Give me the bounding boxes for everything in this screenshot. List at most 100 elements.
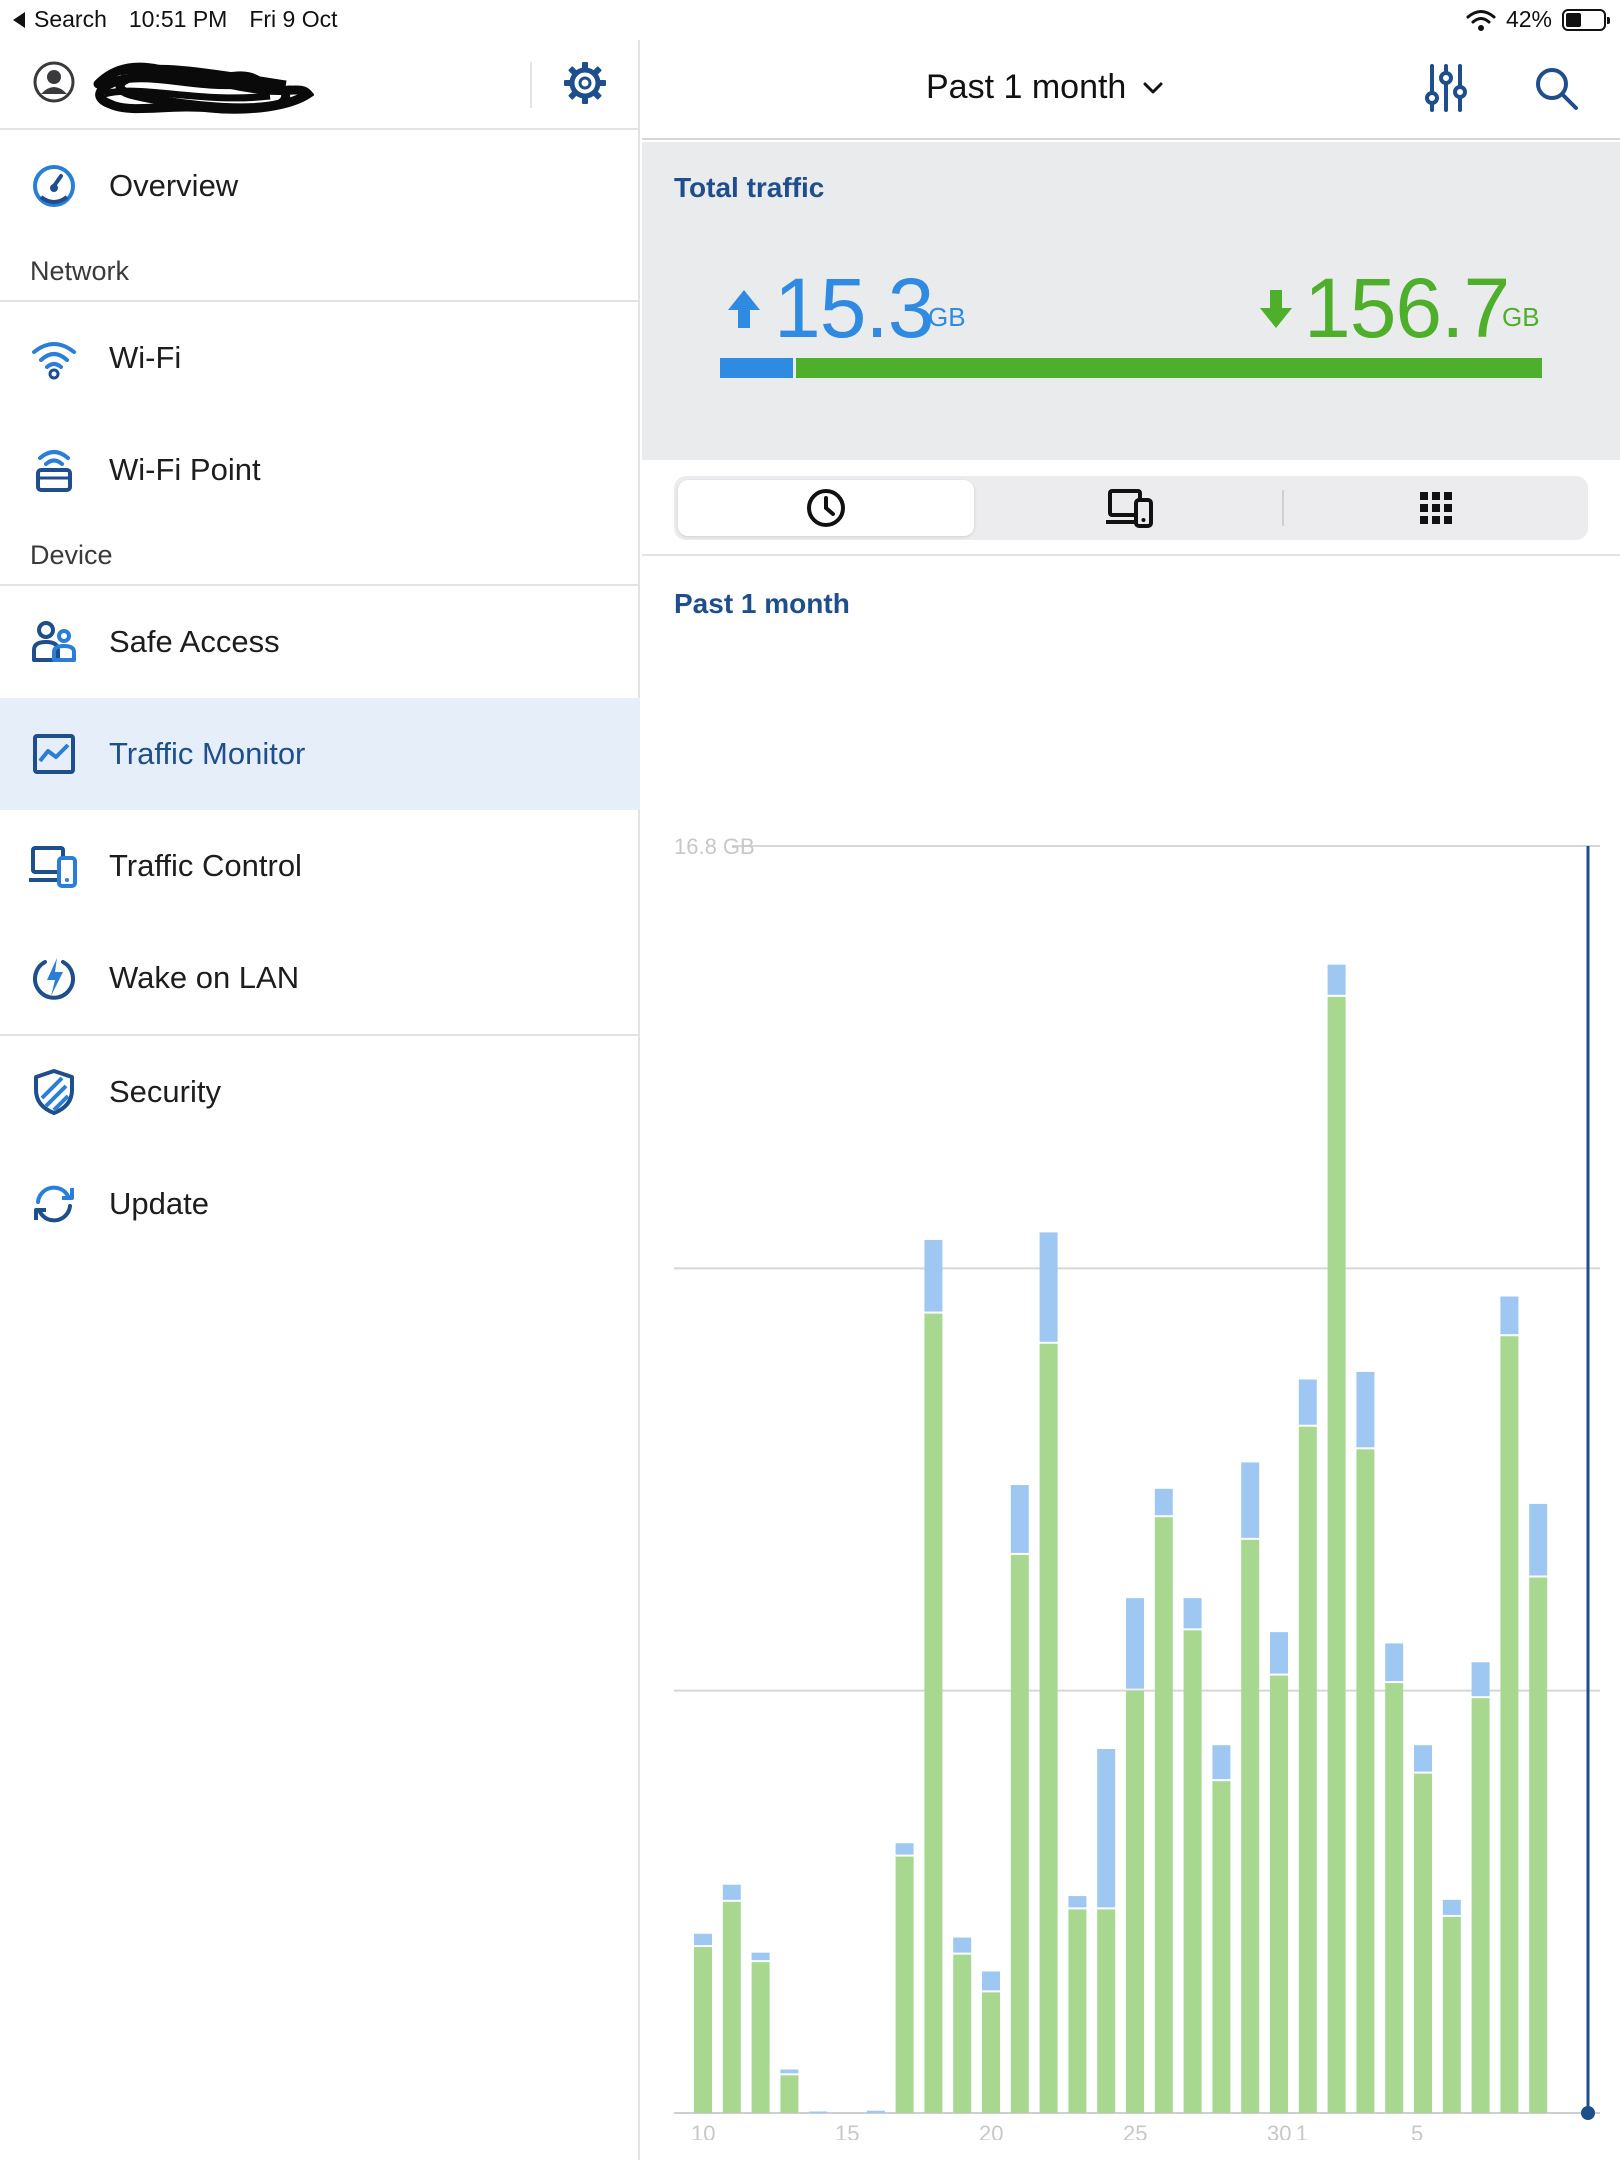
sidebar-item-wake-on-lan[interactable]: Wake on LAN bbox=[0, 922, 640, 1034]
download-unit: GB bbox=[1502, 302, 1540, 332]
back-label: Search bbox=[34, 6, 107, 32]
sidebar-item-safe-access[interactable]: Safe Access bbox=[0, 586, 640, 698]
sidebar-item-overview[interactable]: Overview bbox=[0, 130, 640, 242]
upload-bar bbox=[953, 1937, 972, 1953]
download-bar bbox=[722, 1901, 741, 2113]
y-axis-max-label: 16.8 GB bbox=[674, 834, 755, 859]
sidebar-item-wifi-point[interactable]: Wi-Fi Point bbox=[0, 414, 640, 526]
header-divider bbox=[530, 62, 532, 108]
total-traffic-card: Total traffic 15.3 GB 156.7 GB bbox=[642, 142, 1620, 460]
upload-total-value: 15.3 bbox=[774, 261, 934, 355]
upload-bar bbox=[1126, 1598, 1144, 1689]
download-bar bbox=[1241, 1539, 1260, 2113]
sidebar-item-security[interactable]: Security bbox=[0, 1036, 640, 1148]
segment-time[interactable] bbox=[678, 480, 974, 536]
x-tick-label: 20 bbox=[979, 2121, 1003, 2140]
upload-bar bbox=[1442, 1899, 1461, 1915]
settings-gear-icon[interactable] bbox=[562, 60, 608, 106]
safe-access-icon bbox=[28, 616, 80, 668]
sidebar-item-label: Safe Access bbox=[109, 624, 280, 659]
section-label-device: Device bbox=[30, 540, 113, 570]
download-bar bbox=[895, 1856, 914, 2113]
upload-bar bbox=[1039, 1232, 1058, 1342]
upload-bar bbox=[1010, 1485, 1029, 1553]
download-bar bbox=[1126, 1690, 1144, 2113]
upload-bar bbox=[1414, 1745, 1432, 1772]
top-bar: Past 1 month bbox=[642, 40, 1620, 140]
upload-unit: GB bbox=[928, 302, 966, 332]
download-bar bbox=[1529, 1577, 1548, 2113]
x-tick-label: 25 bbox=[1123, 2121, 1147, 2140]
upload-bar bbox=[1385, 1643, 1404, 1682]
upload-bar bbox=[1327, 964, 1346, 995]
segment-apps[interactable] bbox=[1288, 480, 1584, 536]
chevron-down-icon bbox=[1143, 82, 1163, 93]
sidebar-item-update[interactable]: Update bbox=[0, 1148, 640, 1260]
upload-bar bbox=[1356, 1371, 1375, 1448]
download-bar bbox=[1212, 1781, 1231, 2113]
sidebar-item-label: Wi-Fi bbox=[109, 340, 182, 375]
download-bar bbox=[1097, 1909, 1116, 2113]
download-bar bbox=[1183, 1630, 1202, 2113]
upload-bar bbox=[1154, 1488, 1173, 1516]
back-to-search-link[interactable]: Search bbox=[12, 6, 107, 33]
clock-icon bbox=[807, 489, 845, 527]
sidebar-header bbox=[0, 40, 638, 130]
account-avatar-icon[interactable] bbox=[32, 60, 76, 104]
wifi-signal-icon bbox=[1466, 9, 1496, 31]
upload-arrow-icon bbox=[728, 290, 760, 328]
chart-title: Past 1 month bbox=[674, 588, 850, 619]
upload-bar bbox=[1529, 1503, 1548, 1576]
clock: 10:51 PM bbox=[128, 6, 228, 32]
download-bar bbox=[1356, 1449, 1375, 2113]
download-bar bbox=[924, 1313, 943, 2113]
upload-bar bbox=[895, 1843, 914, 1855]
download-bar bbox=[1039, 1343, 1058, 2113]
search-icon[interactable] bbox=[1532, 64, 1580, 112]
time-range-dropdown[interactable]: Past 1 month bbox=[926, 68, 1164, 107]
upload-bar bbox=[1212, 1745, 1231, 1780]
sidebar-item-wifi[interactable]: Wi-Fi bbox=[0, 302, 640, 414]
traffic-ratio-bar bbox=[720, 358, 1542, 378]
upload-bar bbox=[924, 1239, 943, 1312]
update-sync-icon bbox=[28, 1178, 80, 1230]
download-bar bbox=[1442, 1916, 1461, 2113]
security-shield-icon bbox=[28, 1066, 80, 1118]
sidebar-item-traffic-monitor[interactable]: Traffic Monitor bbox=[0, 698, 640, 810]
wake-on-lan-icon bbox=[28, 952, 80, 1004]
upload-bar bbox=[1471, 1662, 1490, 1697]
download-bar bbox=[1010, 1554, 1029, 2113]
download-bar bbox=[751, 1962, 770, 2113]
download-bar bbox=[1385, 1683, 1404, 2113]
time-range-label: Past 1 month bbox=[926, 68, 1127, 106]
total-traffic-title: Total traffic bbox=[674, 172, 825, 203]
segment-divider bbox=[1282, 490, 1284, 526]
section-divider bbox=[0, 300, 640, 302]
section-divider bbox=[0, 584, 640, 586]
redacted-username bbox=[93, 62, 314, 114]
upload-bar bbox=[1183, 1598, 1202, 1629]
back-triangle-icon bbox=[13, 11, 25, 28]
battery-percent: 42% bbox=[1505, 6, 1552, 32]
sidebar-item-label: Overview bbox=[109, 168, 239, 203]
segment-devices[interactable] bbox=[982, 480, 1278, 536]
filter-sliders-icon[interactable] bbox=[1422, 62, 1470, 114]
download-bar bbox=[1270, 1675, 1288, 2113]
download-bar bbox=[1327, 996, 1346, 2114]
x-tick-label: 1 bbox=[1296, 2121, 1308, 2140]
wifi-point-icon bbox=[28, 444, 80, 496]
sidebar: Overview Network Wi-Fi Wi-Fi Point Devic bbox=[0, 40, 640, 2160]
sidebar-item-label: Traffic Monitor bbox=[109, 736, 306, 771]
x-tick-label: 5 bbox=[1411, 2121, 1423, 2140]
x-tick-label: 10 bbox=[691, 2121, 715, 2140]
x-tick-label: 15 bbox=[835, 2121, 859, 2140]
download-bar bbox=[1298, 1426, 1317, 2113]
section-label-network: Network bbox=[30, 256, 130, 286]
main-panel: Past 1 month Total traffic 15.3 GB 156.7… bbox=[642, 40, 1620, 2160]
sidebar-item-label: Traffic Control bbox=[109, 848, 302, 883]
battery-icon bbox=[1562, 8, 1610, 31]
segment-section-divider bbox=[642, 554, 1620, 556]
upload-bar bbox=[982, 1971, 1000, 1991]
sidebar-item-traffic-control[interactable]: Traffic Control bbox=[0, 810, 640, 922]
